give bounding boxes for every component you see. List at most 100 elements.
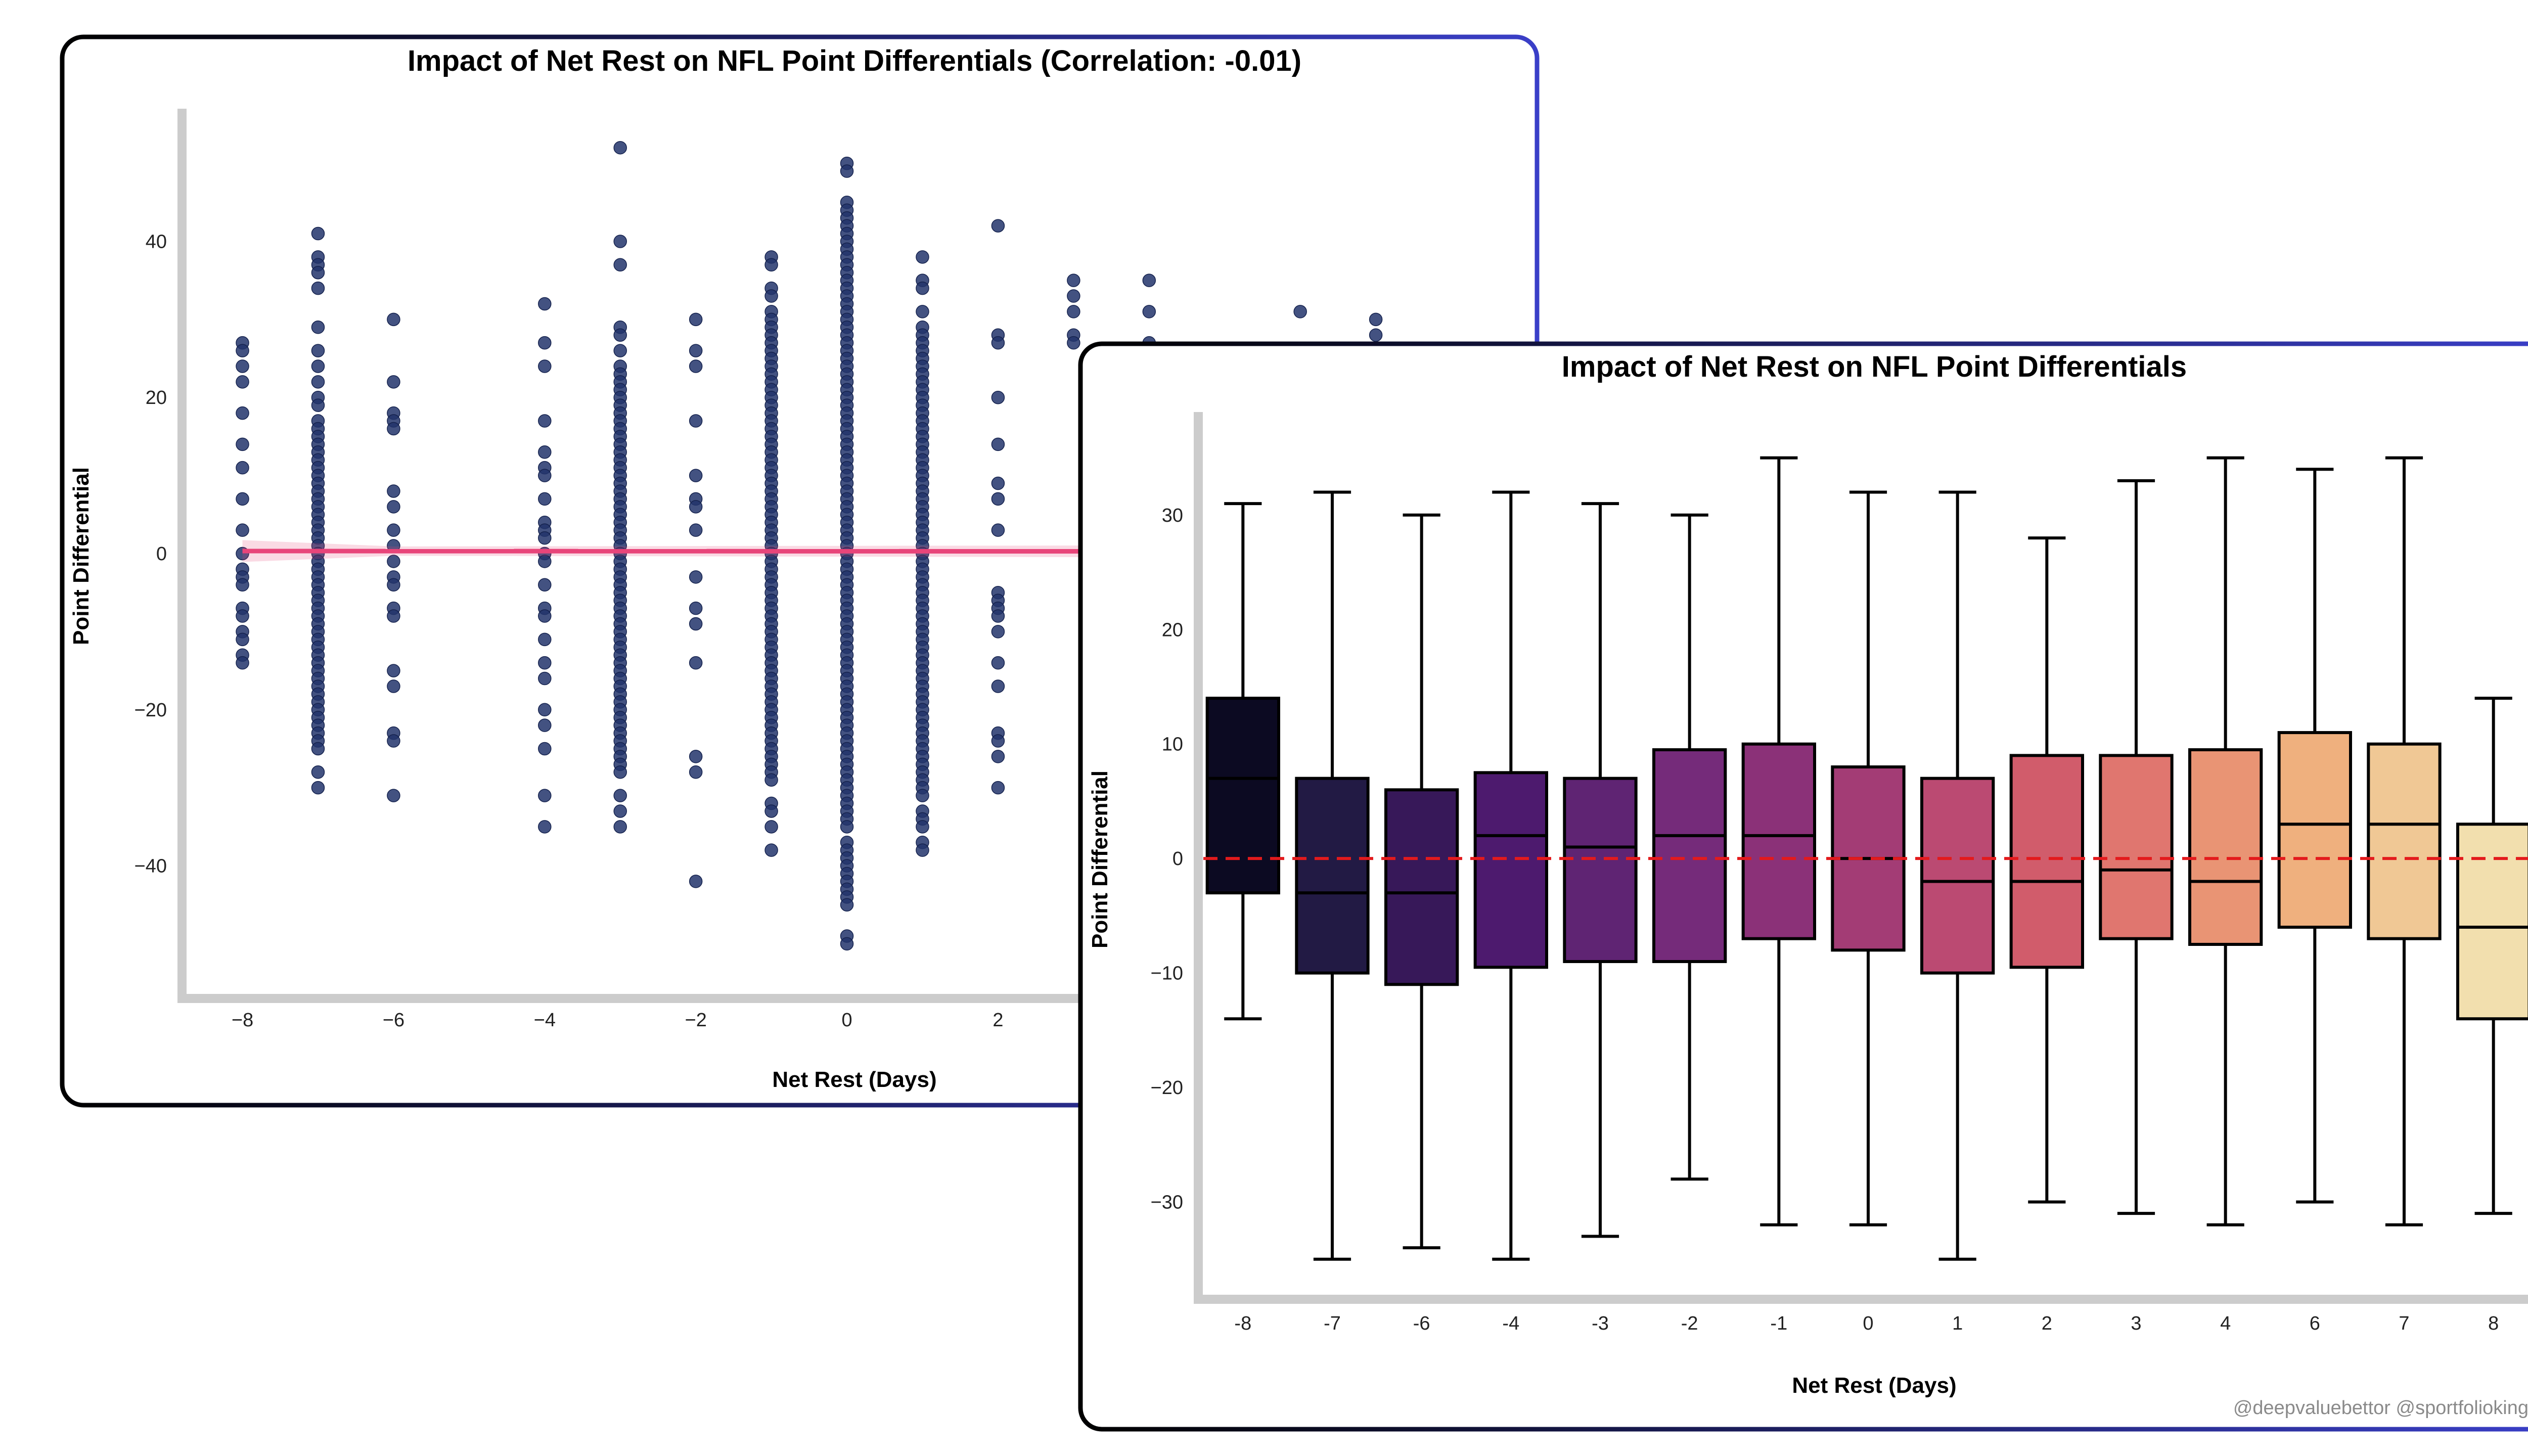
boxplot-box xyxy=(1920,777,1995,975)
scatter-point xyxy=(991,219,1005,233)
boxplot-x-tick-label: -1 xyxy=(1770,1313,1787,1334)
boxplot-ticks: -8 -7 -6 -4 -3 -2 -1 0 1 2 3 4 6 7 8 30 20 10 0 −10 −20 −30 xyxy=(1151,505,2499,1334)
scatter-point xyxy=(387,789,400,802)
boxplot-box xyxy=(1741,742,1817,940)
scatter-point xyxy=(689,750,703,763)
scatter-point xyxy=(1067,289,1080,303)
scatter-point xyxy=(1067,336,1080,350)
scatter-point xyxy=(991,781,1005,795)
scatter-point xyxy=(916,820,929,834)
scatter-point xyxy=(538,820,552,834)
scatter-point xyxy=(538,578,552,592)
scatter-x-tick-label: −6 xyxy=(383,1010,404,1031)
scatter-point xyxy=(538,414,552,428)
scatter-point xyxy=(236,656,249,670)
boxplot-box xyxy=(2009,754,2085,969)
scatter-point xyxy=(689,570,703,584)
scatter-point xyxy=(991,750,1005,763)
scatter-y-tick-label: 20 xyxy=(146,387,167,408)
boxplot-x-tick-label: -3 xyxy=(1592,1313,1609,1334)
scatter-point xyxy=(613,235,627,248)
boxplot-y-tick-label: −20 xyxy=(1151,1077,1183,1099)
boxplot-y-tick-label: 30 xyxy=(1162,505,1183,526)
scatter-point xyxy=(538,609,552,623)
scatter-point xyxy=(840,820,854,834)
scatter-point xyxy=(538,671,552,686)
scatter-point xyxy=(991,336,1005,350)
boxplot-box xyxy=(1384,788,1459,986)
boxplot-box xyxy=(2367,742,2442,940)
scatter-x-tick-label: 0 xyxy=(841,1010,852,1031)
scatter-point xyxy=(311,398,325,412)
scatter-point xyxy=(236,406,249,420)
boxplot-x-tick-label: 7 xyxy=(2399,1313,2409,1334)
scatter-point xyxy=(840,898,854,912)
scatter-x-tick-label: −4 xyxy=(534,1010,556,1031)
scatter-point xyxy=(538,531,552,545)
boxplot-box xyxy=(1652,748,1727,963)
scatter-point xyxy=(538,718,552,732)
boxplot-x-tick-label: -2 xyxy=(1681,1313,1698,1334)
scatter-point xyxy=(991,656,1005,670)
scatter-point xyxy=(689,344,703,357)
scatter-y-tick-label: −40 xyxy=(134,856,167,877)
boxplot-x-tick-label: 3 xyxy=(2131,1313,2141,1334)
scatter-point xyxy=(764,773,778,787)
scatter-point xyxy=(689,523,703,537)
scatter-point xyxy=(538,359,552,373)
scatter-point xyxy=(689,601,703,615)
boxplot-y-tick-label: 10 xyxy=(1162,734,1183,755)
scatter-point xyxy=(991,523,1005,537)
scatter-point xyxy=(538,789,552,802)
boxplot-box xyxy=(1205,697,1281,895)
boxplot-box xyxy=(1295,777,1370,975)
scatter-point xyxy=(387,578,400,592)
scatter-point xyxy=(689,414,703,428)
scatter-point xyxy=(387,375,400,389)
scatter-point xyxy=(689,617,703,631)
scatter-point xyxy=(916,789,929,802)
boxplot-boxes xyxy=(1205,456,2528,1261)
scatter-point xyxy=(991,492,1005,506)
scatter-point xyxy=(764,258,778,272)
scatter-point xyxy=(236,437,249,451)
scatter-point xyxy=(538,297,552,311)
boxplot-box xyxy=(2188,748,2263,946)
scatter-point xyxy=(613,820,627,834)
scatter-point xyxy=(311,281,325,295)
scatter-point xyxy=(538,492,552,506)
scatter-point xyxy=(387,312,400,327)
scatter-point xyxy=(387,484,400,498)
scatter-point xyxy=(840,937,854,951)
boxplot-x-axis-label: Net Rest (Days) xyxy=(1792,1373,1956,1398)
scatter-point xyxy=(311,781,325,795)
scatter-x-tick-label: −8 xyxy=(232,1010,253,1031)
scatter-point xyxy=(764,289,778,303)
scatter-point xyxy=(236,461,249,475)
scatter-y-axis-label: Point Differential xyxy=(69,467,94,645)
boxplot-x-tick-label: -7 xyxy=(1324,1313,1341,1334)
scatter-point xyxy=(236,578,249,592)
scatter-point xyxy=(991,390,1005,404)
boxplot-x-tick-label: -4 xyxy=(1502,1313,1519,1334)
scatter-point xyxy=(991,625,1005,639)
scatter-point xyxy=(613,344,627,357)
scatter-point xyxy=(387,523,400,537)
scatter-title: Impact of Net Rest on NFL Point Differen… xyxy=(408,44,1301,77)
boxplot-y-tick-label: −10 xyxy=(1151,963,1183,984)
boxplot-y-tick-label: −30 xyxy=(1151,1192,1183,1213)
boxplot-box xyxy=(1563,777,1638,963)
boxplot-title: Impact of Net Rest on NFL Point Differen… xyxy=(1562,350,2187,383)
scatter-point xyxy=(991,437,1005,451)
boxplot-axes xyxy=(1194,412,2528,1304)
scatter-x-axis-label: Net Rest (Days) xyxy=(772,1067,936,1092)
boxplot-box xyxy=(2277,731,2352,929)
boxplot-box xyxy=(2099,754,2174,940)
scatter-x-tick-label: 2 xyxy=(992,1010,1003,1031)
scatter-point xyxy=(613,141,627,155)
boxplot-x-tick-label: 2 xyxy=(2042,1313,2052,1334)
scatter-point xyxy=(991,679,1005,693)
scatter-point xyxy=(916,843,929,857)
boxplot-box xyxy=(1473,771,1549,969)
